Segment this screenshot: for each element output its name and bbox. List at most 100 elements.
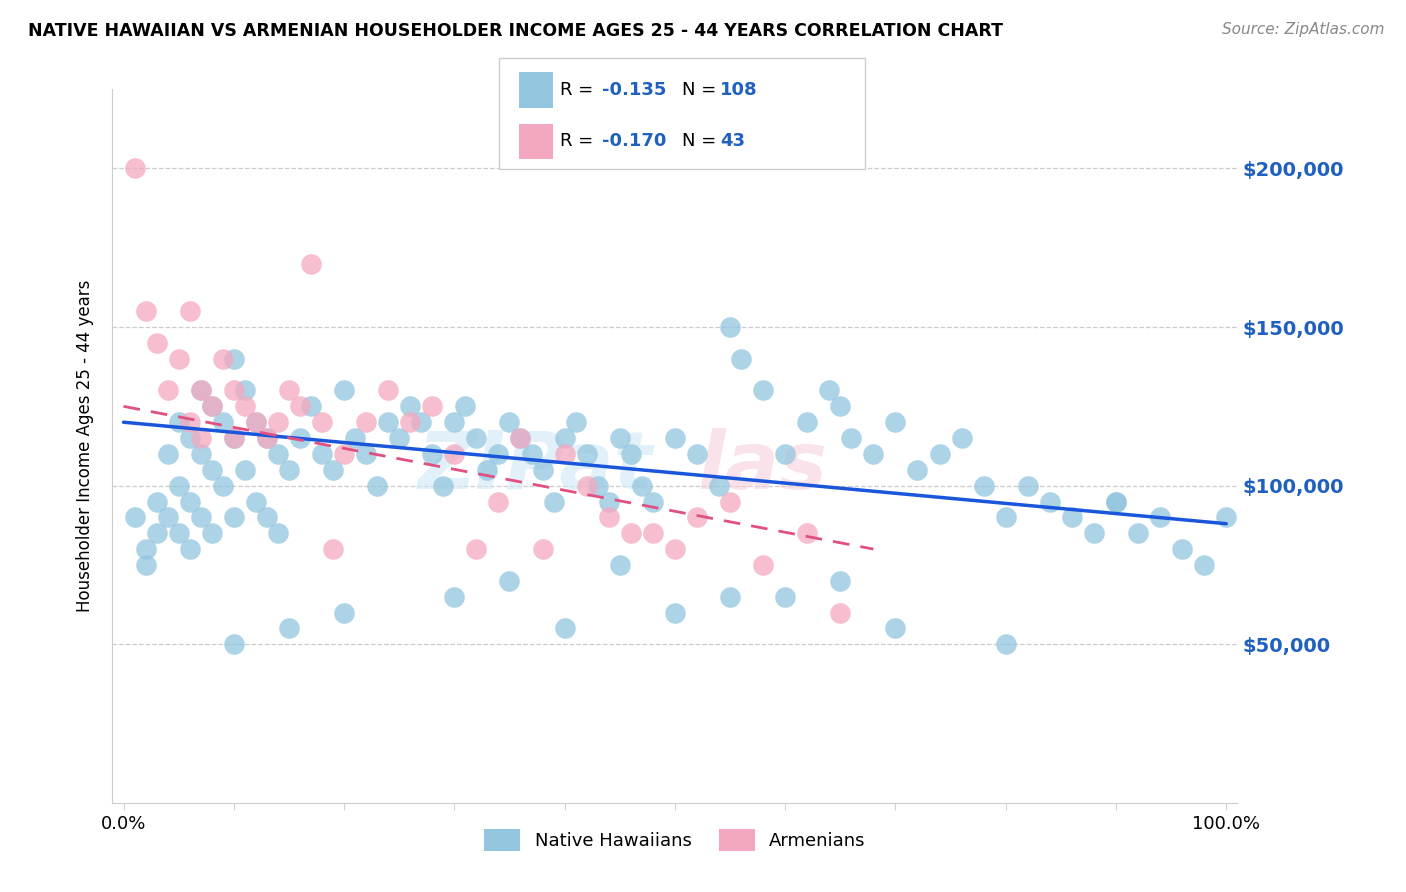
Point	[509, 431, 531, 445]
Point	[311, 415, 333, 429]
Text: NATIVE HAWAIIAN VS ARMENIAN HOUSEHOLDER INCOME AGES 25 - 44 YEARS CORRELATION CH: NATIVE HAWAIIAN VS ARMENIAN HOUSEHOLDER …	[28, 22, 1002, 40]
Point	[267, 447, 290, 461]
Point	[344, 431, 367, 445]
Point	[477, 463, 499, 477]
Point	[488, 494, 510, 508]
Point	[707, 478, 730, 492]
Point	[443, 590, 465, 604]
Point	[620, 526, 643, 541]
Point	[145, 526, 167, 541]
Point	[664, 431, 686, 445]
Point	[233, 384, 256, 398]
Point	[354, 415, 377, 429]
Point	[179, 415, 201, 429]
Point	[245, 494, 267, 508]
Point	[630, 478, 652, 492]
Point	[1171, 542, 1194, 557]
Point	[488, 447, 510, 461]
Point	[322, 463, 344, 477]
Point	[575, 478, 598, 492]
Point	[520, 447, 543, 461]
Point	[884, 415, 907, 429]
Point	[222, 384, 245, 398]
Text: 43: 43	[720, 132, 745, 151]
Point	[156, 510, 179, 524]
Point	[179, 304, 201, 318]
Point	[222, 510, 245, 524]
Point	[145, 494, 167, 508]
Point	[201, 400, 224, 414]
Point	[1083, 526, 1105, 541]
Point	[377, 384, 399, 398]
Point	[641, 494, 664, 508]
Point	[543, 494, 565, 508]
Point	[167, 478, 190, 492]
Point	[222, 351, 245, 366]
Point	[752, 558, 775, 572]
Point	[531, 463, 554, 477]
Point	[233, 400, 256, 414]
Point	[598, 510, 620, 524]
Point	[554, 447, 576, 461]
Point	[498, 574, 520, 588]
Point	[222, 431, 245, 445]
Point	[377, 415, 399, 429]
Point	[211, 351, 233, 366]
Point	[839, 431, 862, 445]
Point	[135, 558, 157, 572]
Point	[245, 415, 267, 429]
Point	[167, 526, 190, 541]
Point	[256, 431, 278, 445]
Point	[167, 351, 190, 366]
Point	[245, 415, 267, 429]
Text: N =: N =	[682, 81, 721, 99]
Point	[420, 447, 443, 461]
Point	[1039, 494, 1062, 508]
Point	[686, 510, 709, 524]
Point	[1149, 510, 1171, 524]
Point	[1017, 478, 1039, 492]
Point	[190, 447, 212, 461]
Point	[454, 400, 477, 414]
Point	[145, 335, 167, 350]
Point	[796, 415, 818, 429]
Point	[233, 463, 256, 477]
Point	[190, 384, 212, 398]
Y-axis label: Householder Income Ages 25 - 44 years: Householder Income Ages 25 - 44 years	[76, 280, 94, 612]
Point	[156, 384, 179, 398]
Point	[718, 320, 741, 334]
Point	[399, 400, 422, 414]
Point	[256, 510, 278, 524]
Point	[322, 542, 344, 557]
Point	[201, 400, 224, 414]
Point	[288, 400, 311, 414]
Point	[620, 447, 643, 461]
Point	[554, 431, 576, 445]
Point	[443, 415, 465, 429]
Point	[201, 526, 224, 541]
Point	[830, 606, 852, 620]
Point	[179, 494, 201, 508]
Point	[388, 431, 411, 445]
Point	[862, 447, 884, 461]
Point	[411, 415, 433, 429]
Point	[256, 431, 278, 445]
Text: R =: R =	[560, 81, 599, 99]
Point	[730, 351, 752, 366]
Text: -0.170: -0.170	[602, 132, 666, 151]
Point	[190, 510, 212, 524]
Point	[830, 400, 852, 414]
Point	[586, 478, 609, 492]
Point	[531, 542, 554, 557]
Point	[664, 542, 686, 557]
Point	[830, 574, 852, 588]
Point	[299, 400, 322, 414]
Point	[641, 526, 664, 541]
Point	[884, 621, 907, 635]
Point	[1105, 494, 1128, 508]
Point	[773, 590, 796, 604]
Point	[465, 542, 488, 557]
Point	[277, 621, 299, 635]
Point	[222, 431, 245, 445]
Point	[664, 606, 686, 620]
